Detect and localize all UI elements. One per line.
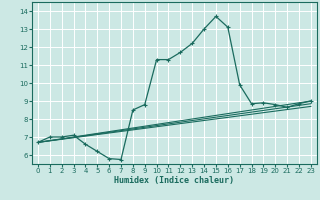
X-axis label: Humidex (Indice chaleur): Humidex (Indice chaleur) bbox=[115, 176, 234, 185]
